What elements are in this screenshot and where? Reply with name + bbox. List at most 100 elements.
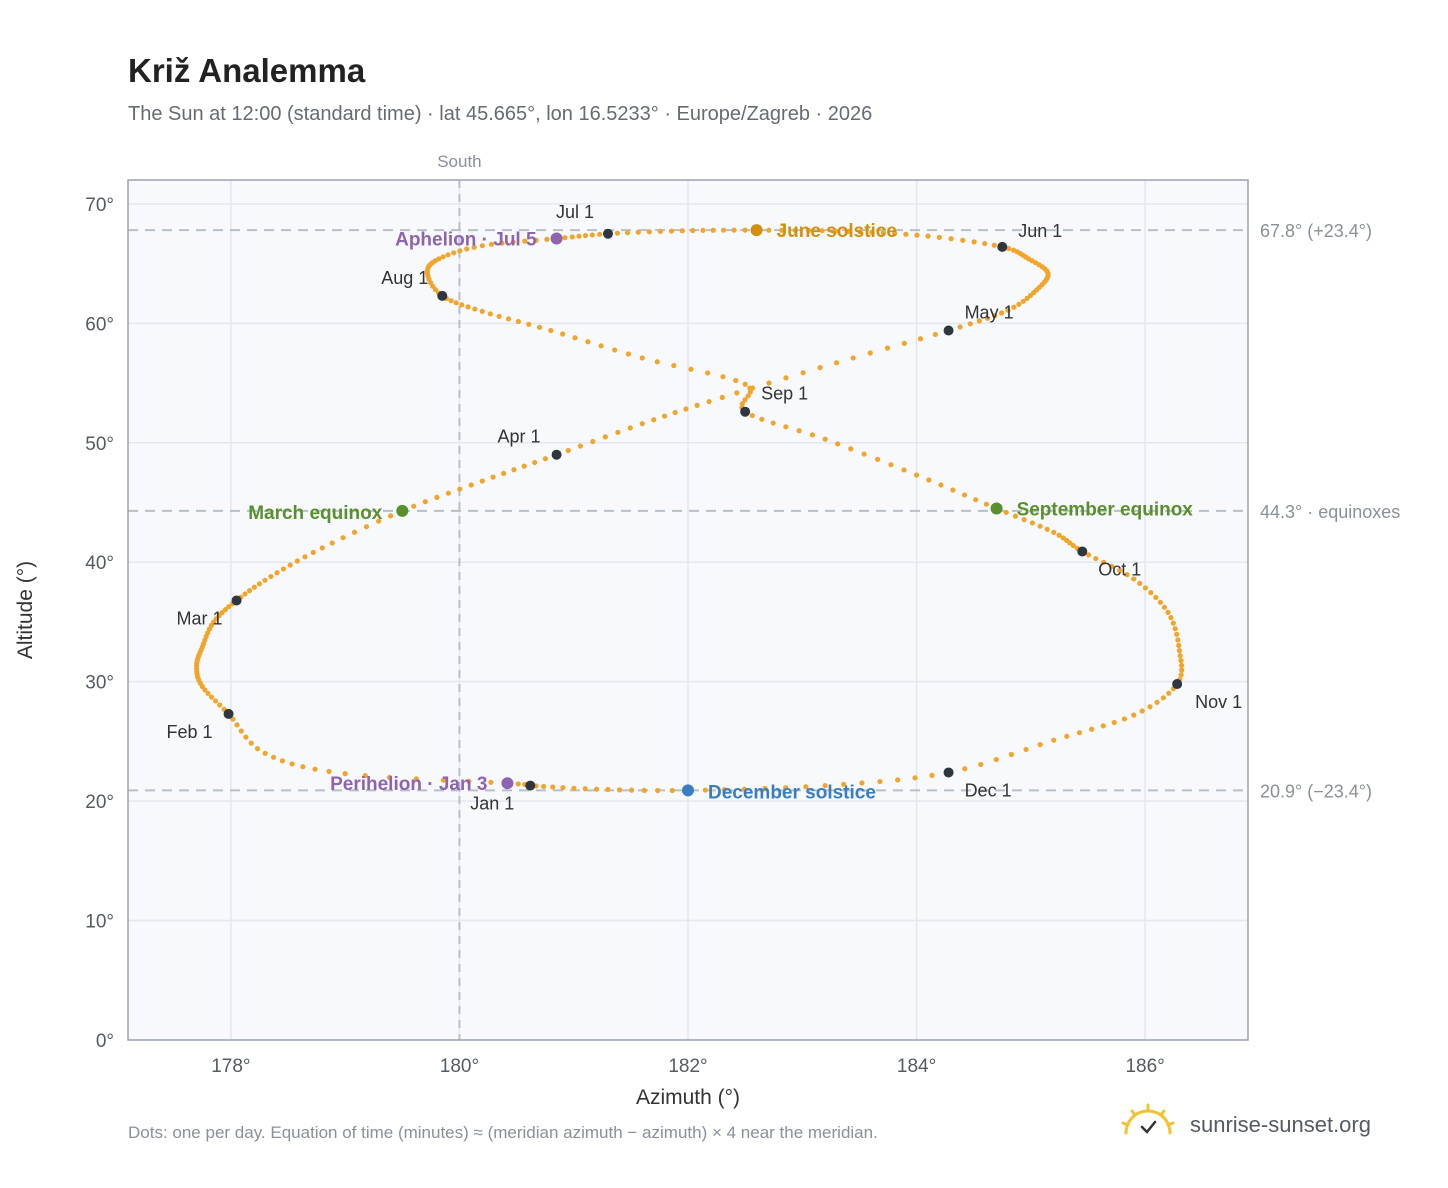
daily-dot: [234, 722, 240, 728]
daily-dot: [700, 227, 706, 233]
daily-dot: [1006, 245, 1012, 252]
month-marker: [997, 241, 1008, 252]
daily-dot: [917, 336, 924, 342]
daily-dot: [582, 232, 589, 239]
daily-dot: [857, 229, 863, 235]
daily-dot: [1137, 580, 1143, 586]
daily-dot: [901, 340, 907, 346]
daily-dot: [411, 503, 417, 509]
daily-dot: [562, 235, 568, 241]
daily-dot: [1044, 526, 1050, 532]
plot-frame: [127, 179, 1249, 1041]
daily-dot: [242, 591, 248, 597]
daily-dot: [733, 377, 739, 384]
daily-dot: [569, 234, 575, 240]
daily-dot: [971, 239, 977, 245]
daily-dot: [1153, 594, 1159, 601]
daily-dot: [1111, 719, 1117, 726]
sun-logo-icon: [1121, 1103, 1175, 1135]
daily-dot: [1160, 695, 1166, 701]
daily-dot: [690, 227, 696, 234]
daily-dot: [822, 436, 828, 442]
daily-dot: [926, 477, 932, 483]
daily-dot: [884, 345, 891, 351]
month-label: Nov 1: [1195, 692, 1242, 712]
brand-logo[interactable]: sunrise-sunset.org: [1120, 1103, 1390, 1147]
daily-dot: [468, 482, 474, 488]
daily-dot: [560, 331, 566, 337]
daily-dot: [274, 570, 280, 576]
daily-dot: [488, 241, 495, 247]
daily-dot: [440, 254, 446, 260]
daily-dot: [537, 324, 543, 330]
daily-dot: [654, 359, 660, 365]
daily-dot: [819, 228, 825, 234]
daily-dot: [783, 424, 789, 430]
daily-dot: [688, 366, 694, 372]
daily-dot: [254, 746, 261, 752]
daily-dot: [1011, 304, 1017, 310]
daily-dot: [302, 554, 308, 560]
y-tick-label: 0°: [96, 1031, 114, 1052]
brand-name: sunrise-sunset.org: [1190, 1112, 1371, 1137]
event-marker: [682, 784, 694, 797]
daily-dot: [869, 229, 875, 235]
y-axis-label: Altitude (°): [14, 561, 37, 659]
daily-dot: [1029, 520, 1036, 526]
daily-dot: [577, 443, 583, 449]
daily-dot: [375, 518, 382, 524]
daily-dot: [548, 327, 554, 334]
daily-dot: [487, 311, 493, 317]
daily-dot: [616, 787, 623, 793]
daily-dot: [515, 318, 521, 325]
daily-dot: [510, 239, 516, 245]
daily-dot: [522, 238, 528, 244]
daily-dot: [279, 758, 286, 764]
event-marker: [396, 504, 409, 517]
daily-dot: [602, 434, 608, 440]
daily-dot: [957, 324, 963, 330]
daily-dot: [745, 393, 751, 399]
daily-dot: [1177, 653, 1183, 659]
month-label: Dec 1: [965, 780, 1012, 800]
daily-dot: [845, 228, 851, 234]
daily-dot: [505, 316, 512, 322]
daily-dot: [661, 413, 668, 419]
daily-dot: [635, 229, 641, 235]
daily-dot: [572, 335, 578, 341]
daily-dot: [978, 761, 984, 768]
daily-dot: [747, 389, 753, 395]
daily-dot: [625, 351, 632, 357]
month-label: Apr 1: [498, 427, 541, 447]
daily-dot: [1117, 567, 1123, 574]
daily-dot: [251, 584, 257, 590]
daily-dot: [1056, 532, 1062, 538]
daily-dot: [669, 787, 675, 794]
daily-dot: [895, 777, 901, 783]
daily-dot: [362, 773, 368, 779]
daily-dot: [541, 783, 547, 790]
daily-dot: [1124, 572, 1130, 578]
daily-dot: [766, 227, 772, 233]
daily-dot: [1089, 726, 1095, 732]
daily-dot: [833, 360, 840, 366]
daily-dot: [432, 287, 439, 293]
daily-dot: [457, 486, 463, 492]
daily-dot: [326, 768, 332, 775]
daily-dot: [499, 240, 505, 246]
chart-footnote: Dots: one per day. Equation of time (min…: [128, 1123, 878, 1142]
daily-dot: [817, 365, 823, 371]
daily-dot: [888, 462, 894, 468]
month-label: Oct 1: [1098, 559, 1141, 579]
month-marker: [1172, 679, 1183, 690]
daily-dot: [739, 401, 745, 407]
daily-dot: [515, 781, 521, 787]
daily-dot: [1109, 563, 1115, 569]
daily-dot: [471, 244, 477, 250]
daily-dot: [1147, 704, 1153, 710]
daily-dot: [1165, 609, 1171, 615]
daily-dot: [796, 428, 802, 434]
event-label: December solstice: [708, 782, 876, 803]
daily-dot: [877, 778, 883, 785]
daily-dot: [929, 772, 935, 778]
